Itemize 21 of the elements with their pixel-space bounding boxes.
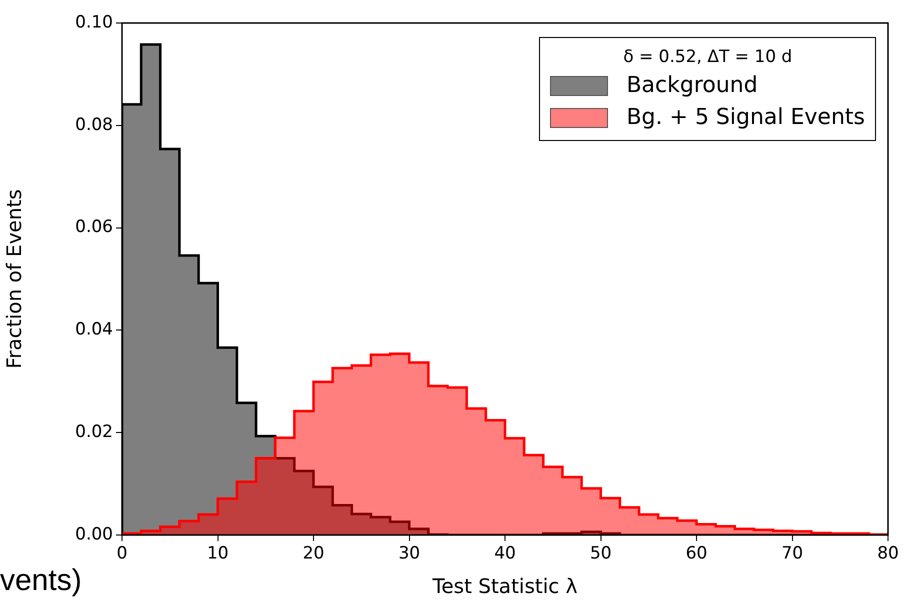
x-tick-label: 10 xyxy=(206,544,229,564)
x-tick-label: 0 xyxy=(116,544,128,564)
legend-label: Background xyxy=(626,72,758,100)
x-tick-label: 70 xyxy=(781,544,804,564)
x-tick-label: 80 xyxy=(877,544,899,564)
y-tick-label: 0.02 xyxy=(75,422,113,442)
legend-title: δ = 0.52, ΔT = 10 d xyxy=(622,46,794,69)
x-tick-label: 40 xyxy=(494,544,516,564)
x-tick-label: 30 xyxy=(398,544,420,564)
y-tick-label: 0.10 xyxy=(75,12,113,32)
text: vents) xyxy=(0,564,82,598)
y-tick-label: 0.08 xyxy=(75,114,113,135)
legend-label: Bg. + 5 Signal Events xyxy=(626,104,865,132)
y-tick-label: 0.06 xyxy=(75,217,113,238)
y-axis-title: Fraction of Events xyxy=(2,189,26,369)
x-tick-label: 60 xyxy=(686,544,708,564)
y-tick-label: 0.00 xyxy=(75,524,113,544)
x-tick-label: 50 xyxy=(590,544,612,564)
y-tick-label: 0.04 xyxy=(75,320,113,340)
x-tick-label: 20 xyxy=(302,544,324,564)
x-axis-title: Test Statistic λ xyxy=(432,574,578,598)
